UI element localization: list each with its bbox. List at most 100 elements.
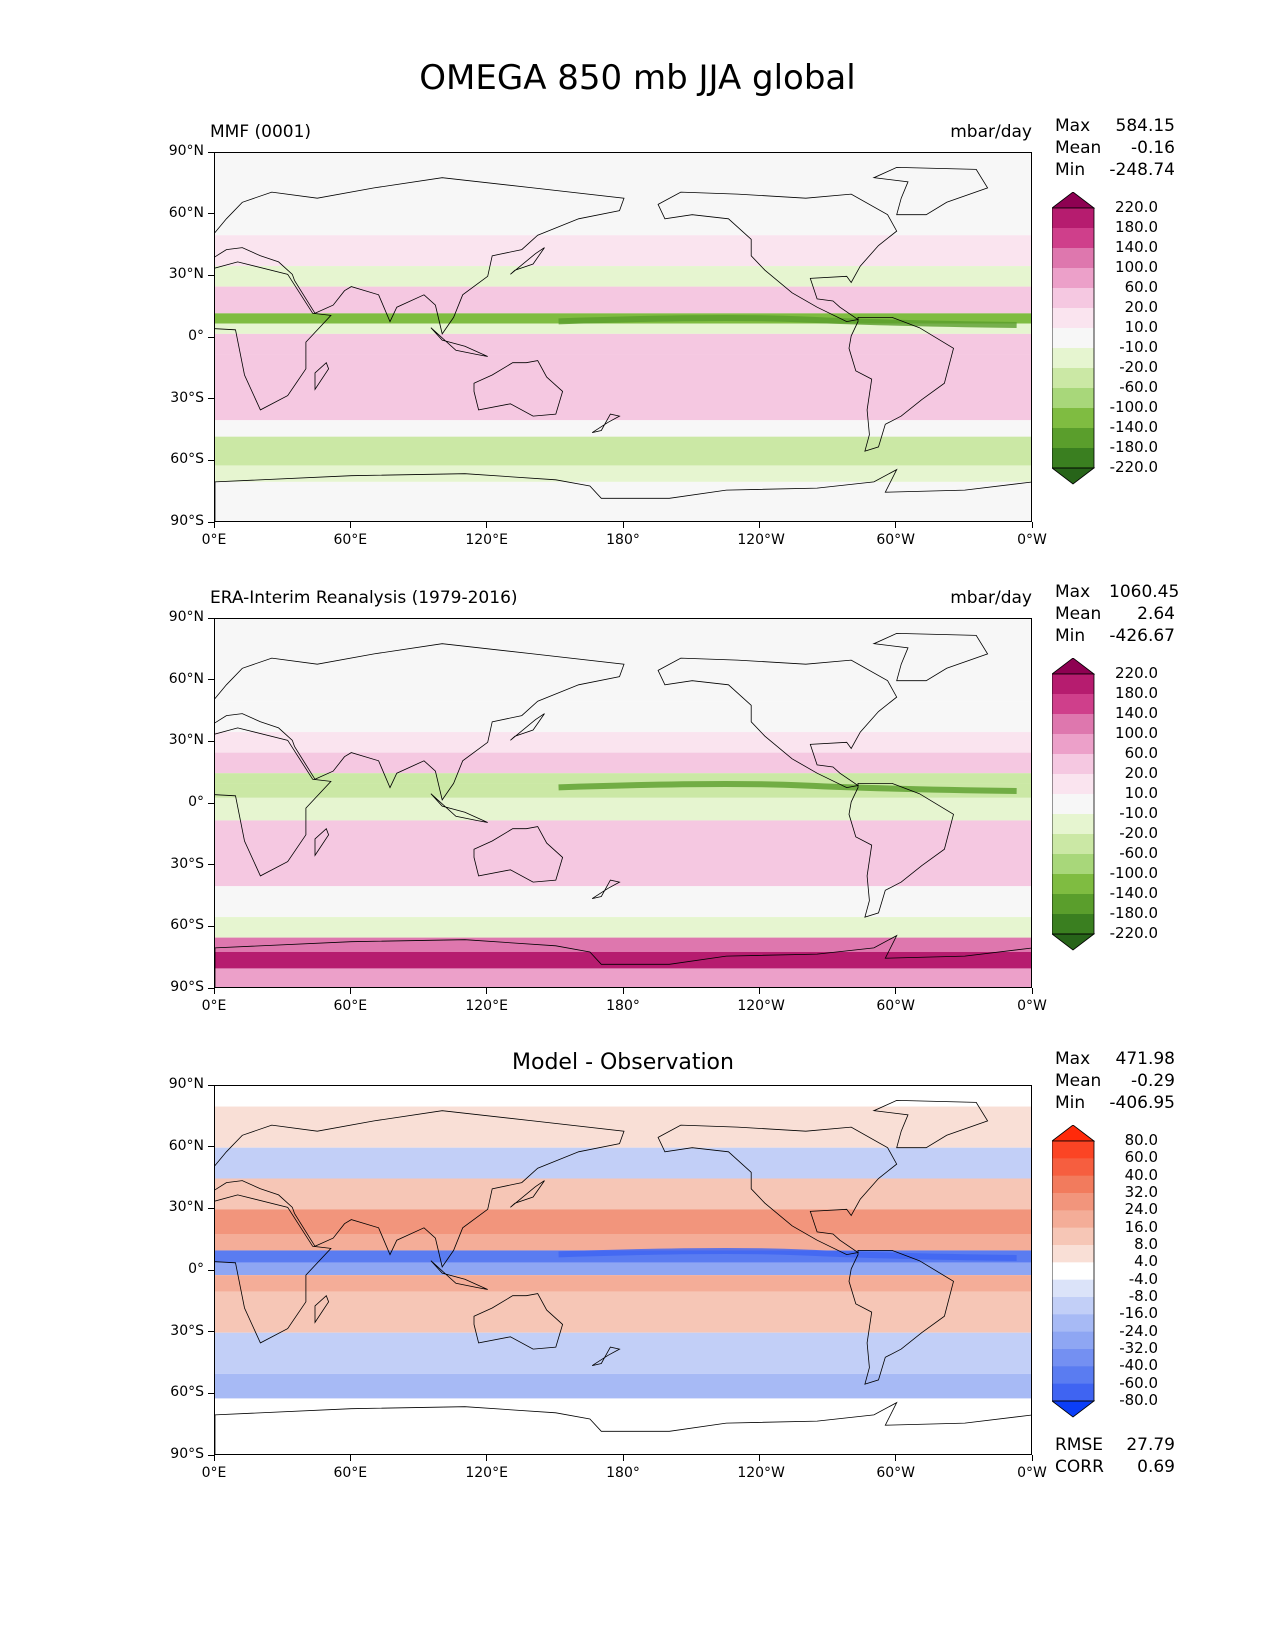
y-tick-mark <box>208 864 214 866</box>
x-tick-label: 60°W <box>876 998 915 1014</box>
field-band <box>215 1275 1031 1292</box>
colorbar-label: -80.0 <box>1119 1391 1158 1409</box>
colorbar-label: -8.0 <box>1128 1287 1158 1305</box>
x-tick-mark <box>622 1455 624 1461</box>
colorbar-segment <box>1052 428 1094 449</box>
colorbar-segment <box>1052 1158 1094 1177</box>
colorbar-extend-bottom <box>1050 467 1096 485</box>
colorbar-segment <box>1052 308 1094 329</box>
colorbar-segment <box>1052 794 1094 815</box>
colorbar-segment <box>1052 228 1094 249</box>
x-tick-label: 180° <box>606 1465 640 1481</box>
colorbar-label: 220.0 <box>1115 664 1158 682</box>
colorbar-segment <box>1052 714 1094 735</box>
colorbar-label: -16.0 <box>1119 1304 1158 1323</box>
y-tick-mark <box>208 987 214 989</box>
colorbar-label: 60.0 <box>1124 278 1158 296</box>
y-tick-label: 30°N <box>168 266 204 283</box>
y-tick-label: 90°S <box>170 513 204 529</box>
field-band <box>215 1291 1031 1333</box>
coastline <box>848 317 954 452</box>
x-tick-label: 60°E <box>333 1465 368 1481</box>
figure-title: OMEGA 850 mb JJA global <box>419 58 856 98</box>
colorbar-label: 40.0 <box>1124 1165 1158 1184</box>
x-tick-mark <box>213 522 215 528</box>
colorbar-frame <box>1051 207 1095 469</box>
colorbar-label: 4.0 <box>1134 1252 1158 1271</box>
x-tick-mark <box>349 522 351 528</box>
colorbar-segment <box>1052 1141 1094 1159</box>
colorbar-segment <box>1052 368 1094 389</box>
colorbar-segment <box>1052 208 1094 229</box>
y-tick-mark <box>208 1454 214 1456</box>
coastline <box>591 1346 621 1366</box>
colorbar-segment <box>1052 1262 1094 1281</box>
field-band <box>215 436 1031 466</box>
panel1-stat-max: Max 584.15 <box>1055 116 1175 136</box>
colorbar-extend-top <box>1050 1124 1096 1142</box>
colorbar-label: -60.0 <box>1119 844 1158 862</box>
y-tick-label: 30°N <box>168 1199 204 1216</box>
colorbar-label: -32.0 <box>1119 1339 1158 1357</box>
colorbar-label: 16.0 <box>1124 1217 1158 1236</box>
colorbar-label: -20.0 <box>1119 358 1158 376</box>
colorbar-label: -24.0 <box>1119 1321 1158 1340</box>
x-tick-label: 0°E <box>201 1465 227 1481</box>
x-tick-label: 60°E <box>333 532 368 548</box>
coastline <box>215 643 625 801</box>
panel1-title: MMF (0001) <box>210 122 312 142</box>
panel2-colorbar: 220.0 180.0 140.0 100.0 60.0 20.0 10.0 -10.0 -20… <box>1050 657 1172 958</box>
field-band <box>215 1086 1031 1107</box>
coastline <box>848 783 954 918</box>
x-tick-mark <box>1031 988 1033 994</box>
y-tick-mark <box>208 336 214 338</box>
colorbar-segment <box>1052 448 1094 469</box>
field-band <box>215 1262 1031 1276</box>
field-band <box>215 1398 1031 1415</box>
field-band <box>215 639 1031 702</box>
colorbar-segment <box>1052 1245 1094 1263</box>
field-band <box>215 420 1031 437</box>
itcz-streak <box>558 315 1017 329</box>
colorbar-label: 180.0 <box>1115 218 1158 236</box>
colorbar-label: -60.0 <box>1119 1373 1158 1392</box>
colorbar-segment <box>1052 694 1094 715</box>
colorbar-label: 180.0 <box>1115 684 1158 702</box>
y-tick-label: 30°N <box>168 732 204 749</box>
colorbar-label: -180.0 <box>1109 904 1158 922</box>
colorbar-extend-bottom <box>1050 1400 1096 1418</box>
colorbar-label: -10.0 <box>1119 338 1158 356</box>
panel1-colorbar: 220.0 180.0 140.0 100.0 60.0 20.0 10.0 -10.0 -20… <box>1050 191 1172 492</box>
coastline <box>657 191 898 323</box>
colorbar-svg <box>1050 1124 1096 1418</box>
colorbar-segment <box>1052 388 1094 409</box>
y-tick-label: 90°S <box>170 1446 204 1462</box>
field-band <box>215 173 1031 236</box>
y-tick-label: 30°S <box>170 855 204 872</box>
panel1-stat-min: Min -248.74 <box>1055 160 1175 180</box>
colorbar-label: -100.0 <box>1109 398 1158 416</box>
colorbar-segment <box>1052 1314 1094 1333</box>
field-band <box>215 465 1031 482</box>
coastline <box>314 1295 330 1324</box>
y-tick-mark <box>208 802 214 804</box>
y-tick-label: 90°S <box>170 979 204 995</box>
colorbar-label: 10.0 <box>1124 318 1158 336</box>
colorbar-label: -140.0 <box>1109 418 1158 436</box>
coastline <box>872 632 989 682</box>
panel3-stat-max: Max 471.98 <box>1055 1049 1175 1069</box>
colorbar-label: -140.0 <box>1109 884 1158 902</box>
colorbar-label: 220.0 <box>1115 198 1158 216</box>
field-band <box>215 1209 1031 1234</box>
colorbar-segment <box>1052 348 1094 369</box>
map-field <box>215 153 1031 521</box>
field-band <box>215 937 1031 952</box>
field-band <box>215 732 1031 753</box>
colorbar-label: 24.0 <box>1124 1200 1158 1219</box>
colorbar-label: 8.0 <box>1134 1235 1158 1253</box>
colorbar-label: 140.0 <box>1115 238 1158 256</box>
x-tick-label: 60°W <box>876 532 915 548</box>
y-tick-mark <box>208 521 214 523</box>
y-tick-mark <box>208 151 214 153</box>
colorbar-label: 10.0 <box>1124 784 1158 802</box>
